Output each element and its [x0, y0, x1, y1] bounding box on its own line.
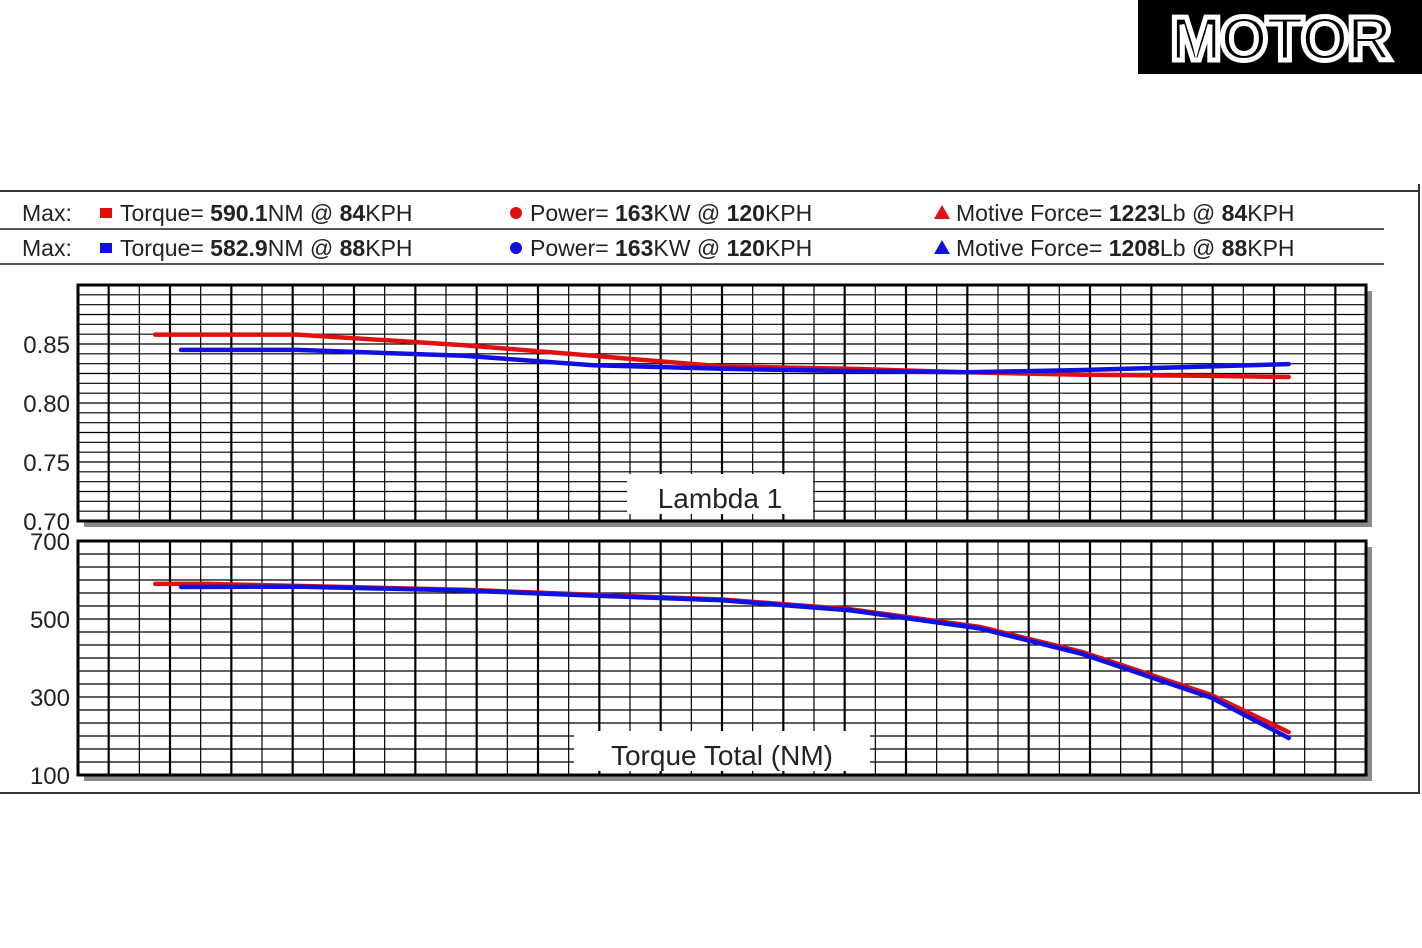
- plot-border: [76, 539, 1368, 777]
- chart-title: Lambda 1: [658, 483, 783, 514]
- y-tick-label: 0.85: [23, 332, 70, 359]
- legend-circle-marker-icon: [510, 207, 522, 219]
- legend-speed: 88: [1221, 235, 1248, 261]
- legend-label: Power=: [530, 235, 616, 261]
- series-line-2: [178, 584, 1291, 741]
- y-tick-label: 100: [30, 763, 70, 790]
- legend-unit: NM: [267, 235, 310, 261]
- legend-circle-marker-icon: [510, 242, 522, 254]
- legend-label: Torque=: [120, 200, 211, 226]
- legend-row-red: Max: Torque= 590.1NM @ 84KPH Power= 163KW …: [0, 196, 1384, 230]
- plot-border: [76, 283, 1368, 523]
- legend-item-motive-force: Motive Force= 1223Lb @ 84KPH: [932, 196, 1295, 230]
- chart-title: Torque Total (NM): [611, 740, 833, 771]
- legend-label: Motive Force=: [956, 200, 1109, 226]
- legend-speed-unit: KPH: [1247, 200, 1295, 226]
- y-tick-label: 300: [30, 685, 70, 712]
- legend-value: 1208: [1108, 235, 1160, 261]
- y-tick-label: 700: [30, 529, 70, 556]
- series-line-2: [178, 347, 1291, 375]
- legend-value: 590.1: [210, 200, 268, 226]
- legend-speed: 84: [1221, 200, 1248, 226]
- motor-logo: MOTOR: [1138, 0, 1422, 74]
- legend-item-power: Power= 163KW @ 120KPH: [506, 231, 812, 265]
- legend-item-torque: Torque= 590.1NM @ 84KPH: [96, 196, 413, 230]
- legend-at: @: [696, 235, 727, 261]
- legend-label: Motive Force=: [956, 235, 1109, 261]
- legend-label: Power=: [530, 200, 616, 226]
- legend-speed: 120: [726, 200, 765, 226]
- legend-speed-unit: KPH: [365, 200, 413, 226]
- legend-square-marker-icon: [100, 243, 112, 253]
- y-tick-label: 0.70: [23, 509, 70, 536]
- motor-logo-text: MOTOR: [1170, 5, 1391, 74]
- y-tick-label: 0.75: [23, 450, 70, 477]
- legend-value: 582.9: [210, 235, 268, 261]
- legend-unit: Lb: [1159, 200, 1192, 226]
- legend-separator: [0, 228, 1384, 230]
- legend-item-motive-force: Motive Force= 1208Lb @ 88KPH: [932, 231, 1295, 265]
- motor-logo-wordmark: MOTOR: [1168, 3, 1396, 75]
- legend-item-power: Power= 163KW @ 120KPH: [506, 196, 812, 230]
- legend-label: Torque=: [120, 235, 211, 261]
- legend-item-torque: Torque= 582.9NM @ 88KPH: [96, 231, 413, 265]
- legend-triangle-marker-icon: [934, 240, 950, 254]
- legend-square-marker-icon: [100, 208, 112, 218]
- legend-speed-unit: KPH: [1247, 235, 1295, 261]
- legend-at: @: [1191, 235, 1222, 261]
- legend-speed: 88: [339, 235, 366, 261]
- legend-speed: 120: [726, 235, 765, 261]
- legend-at: @: [1191, 200, 1222, 226]
- chart-title-box: [574, 731, 870, 771]
- chart-frame: [0, 190, 1420, 794]
- y-tick-label: 0.80: [23, 391, 70, 418]
- y-tick-label: 500: [30, 607, 70, 634]
- legend-unit: KW: [653, 200, 697, 226]
- legend-speed-unit: KPH: [764, 235, 813, 261]
- legend-prefix: Max:: [22, 200, 72, 226]
- legend-row-blue: Max: Torque= 582.9NM @ 88KPH Power= 163KW …: [0, 231, 1384, 265]
- legend-speed-unit: KPH: [365, 235, 413, 261]
- legend-at: @: [309, 200, 340, 226]
- legend-unit: Lb: [1159, 235, 1192, 261]
- series-line-1: [153, 332, 1291, 380]
- legend-at: @: [696, 200, 727, 226]
- chart-title-box: [627, 474, 813, 514]
- chart-panel-1: 0.85 0.80 0.75 0.70 Lambda 1: [23, 283, 1372, 536]
- legend-separator: [0, 263, 1384, 265]
- legend-triangle-marker-icon: [934, 205, 950, 219]
- legend-speed: 84: [339, 200, 366, 226]
- chart-frame-right-edge: [1418, 184, 1420, 792]
- legend-speed-unit: KPH: [764, 200, 813, 226]
- legend-value: 163: [615, 200, 654, 226]
- chart-panel-2: 700 500 300 100 Torque Total (NM): [30, 529, 1372, 790]
- legend-value: 1223: [1108, 200, 1160, 226]
- legend-unit: NM: [267, 200, 310, 226]
- legend-prefix: Max:: [22, 235, 72, 261]
- legend-value: 163: [615, 235, 654, 261]
- legend-unit: KW: [653, 235, 697, 261]
- legend-at: @: [309, 235, 340, 261]
